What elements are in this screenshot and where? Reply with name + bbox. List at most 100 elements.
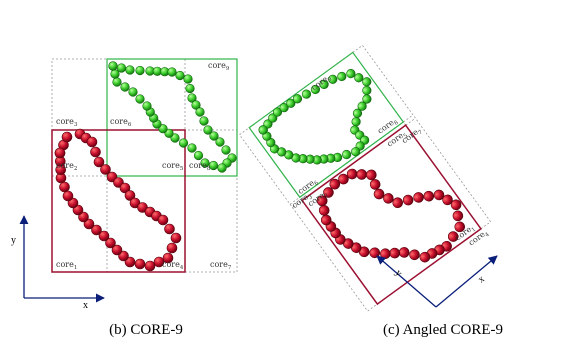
angled-y-axis-arrow [376,255,437,308]
angled-red-object-dot [318,205,330,216]
green-object-dot [125,65,135,75]
core-label-6: core6 [110,117,132,128]
x-axis-label: x [83,300,88,311]
green-object-dot [187,143,197,153]
red-object-dot [134,258,146,270]
angled-green-object-dot [310,84,321,95]
angled-green-object [258,68,372,165]
angled-green-object-dot [357,101,367,111]
red-object-dot [62,190,74,202]
angled-green-object-dot [351,147,361,157]
angled-green-object-dot [312,155,322,165]
green-object-dot [217,163,227,173]
red-object-dot [105,237,116,249]
red-object-dot [124,256,136,268]
red-object [54,128,182,272]
red-object-dot [144,260,156,272]
core9-figure: core1 core2 core3 core4 core5 core6 core… [11,58,238,338]
core-label-9: core9 [208,61,230,72]
angled-green-object-dot [352,108,363,118]
green-object-dot [191,100,201,110]
green-object-dot [116,63,127,73]
green-object-dot [209,131,219,141]
angled-green-object-box [248,51,405,199]
red-object-dot [153,256,165,268]
red-object-dot [100,164,111,175]
angled-red-object-dot [316,195,328,207]
angled-red-object-dot [392,197,404,209]
angled-red-object [316,168,466,263]
core-label-8: core8 [189,161,211,172]
angled-green-object-dot [301,89,312,99]
angled-core9-figure: core1 core2 core3 core4 core5 core6 core… [238,44,503,338]
angled-red-object-dot [356,169,368,180]
green-object-dot [215,137,225,147]
green-object-dot [108,61,118,71]
angled-green-object-dot [298,154,308,164]
axes [19,215,105,303]
red-object-dot [170,232,182,244]
red-object-dot [157,214,169,226]
caption-c: (c) Angled CORE-9 [383,322,503,338]
angled-red-object-dot [398,247,410,258]
green-object-dot [187,93,197,103]
red-object-dot [83,218,95,230]
red-object-box [51,129,186,273]
red-object-dot [124,190,136,201]
red-object-dot [98,230,110,242]
green-object-dot [142,101,152,111]
red-object-dot [54,147,66,159]
angled-red-object-dot [419,251,431,263]
angled-red-object-dot [366,169,377,181]
green-object-box [106,58,238,177]
red-object-dot [78,211,89,223]
angled-red-object-dot [369,179,381,190]
core-label-5: core5 [162,161,184,172]
green-object-dot [195,107,205,117]
red-object-dot [162,252,174,264]
y-axis-label: y [11,235,16,246]
green-object-dot [175,70,185,81]
green-object-dot [167,67,177,77]
angled-red-object-dot [320,214,332,226]
red-object-dot [59,181,70,193]
angled-green-object-dot [292,94,303,104]
green-object-dot [199,116,209,126]
green-object-dot [135,65,145,76]
core-label-2: core2 [56,161,77,172]
core-label-4: core4 [162,260,184,271]
red-object-dot [119,182,131,194]
green-object [108,61,237,173]
angled-green-object-dot [362,77,372,87]
core-label-3: core3 [56,117,78,128]
green-object-dot [183,74,193,84]
angled-green-object-dot [305,154,315,164]
angled-green-object-dot [346,68,356,79]
green-object-dot [128,87,138,97]
angled-green-object-dot [319,79,329,89]
angled-red-object-dot [452,210,464,222]
angled-red-object-dot [454,221,466,233]
green-object-dot [193,150,204,161]
caption-b: (b) CORE-9 [109,322,183,338]
angled-red-object-dot [373,188,385,200]
green-object-dot [200,158,210,168]
green-object-dot [178,138,189,148]
angled-red-object-dot [447,231,459,242]
red-object-dot [93,156,105,168]
angled-green-object-dot [337,71,347,82]
angled-green-object-dot [354,73,364,83]
angled-red-object-dot [346,168,358,180]
red-object-dot [86,136,98,148]
angled-red-object-dot [409,249,420,261]
green-object-dot [170,133,180,143]
angled-green-object-dot [362,85,372,96]
angled-y-axis-label: y [393,268,405,279]
red-object-dot [164,223,175,235]
angled-red-object-dot [402,194,414,206]
red-object-dot [90,146,101,158]
angled-red-object-dot [413,192,424,203]
red-object-dot [166,242,178,254]
green-object-dot [221,145,231,155]
